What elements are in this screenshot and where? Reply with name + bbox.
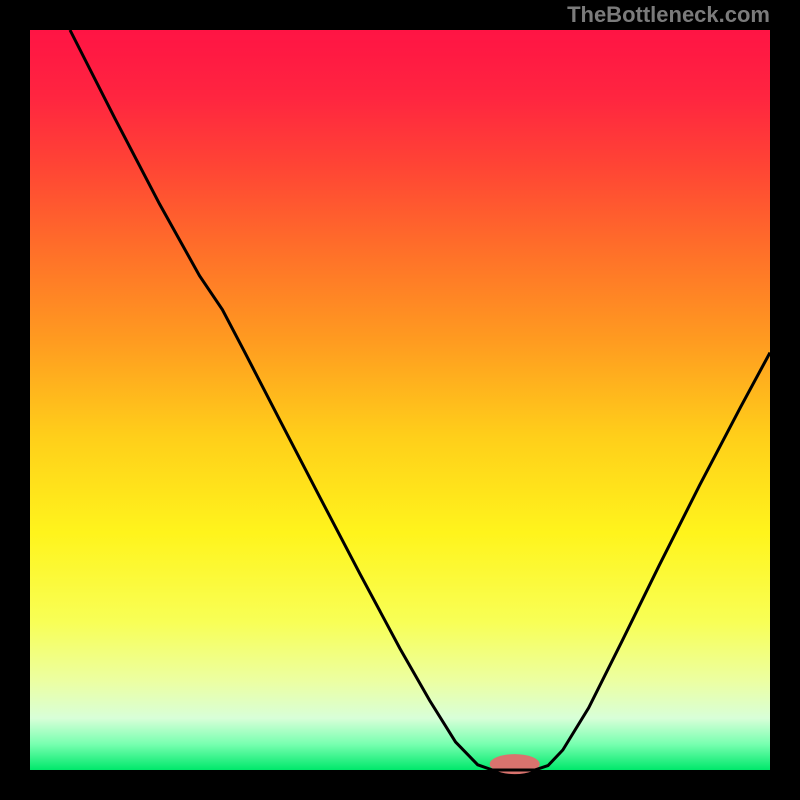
chart-frame: TheBottleneck.com: [0, 0, 800, 800]
chart-plot: [0, 0, 800, 800]
watermark-label: TheBottleneck.com: [567, 2, 770, 28]
chart-background: [30, 30, 770, 770]
